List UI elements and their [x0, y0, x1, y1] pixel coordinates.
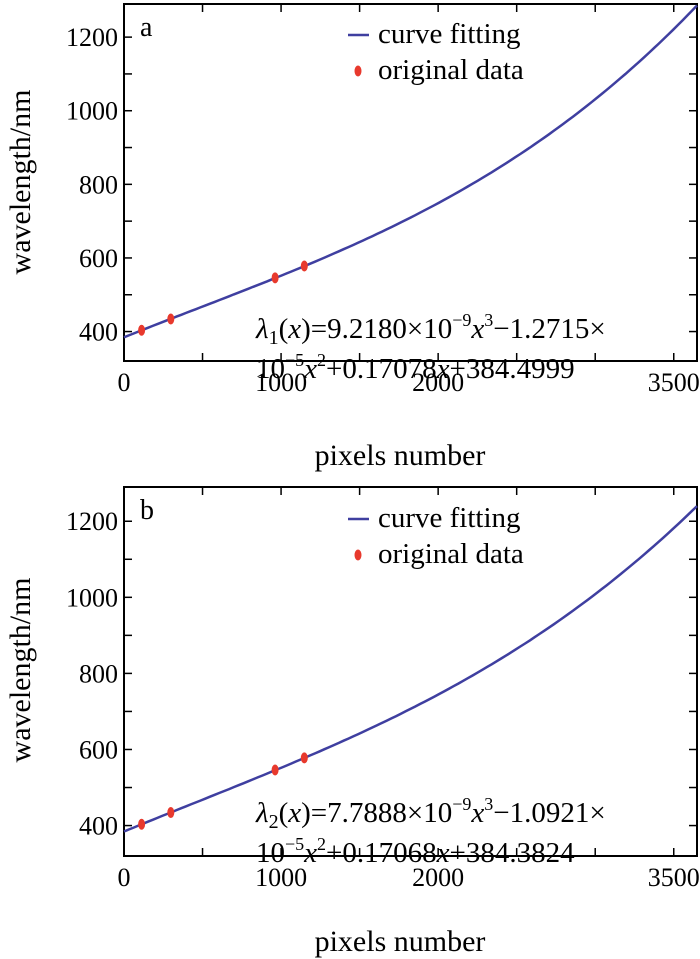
y-tick-group: 400 600 800 1000 1200: [66, 507, 697, 841]
data-point-original: [167, 807, 175, 819]
plot-frame: [123, 3, 698, 362]
x-tick-group: 0 1000 2000 3500: [118, 4, 700, 397]
y-tick-group: 400 600 800 1000 1200: [66, 23, 697, 347]
series-line-curve-fitting: [123, 4, 698, 339]
legend-point-swatch: [354, 65, 362, 77]
panel-label: b: [140, 495, 154, 526]
data-point-original: [271, 272, 279, 284]
legend-label-original-data: original data: [378, 54, 524, 86]
y-tick-label: 1200: [66, 23, 118, 52]
x-tick-label: 0: [118, 863, 131, 892]
fit-equation-line-2: 10−5x2+0.17078x+384.4999: [256, 350, 575, 385]
y-tick-label: 400: [79, 812, 118, 841]
plot-marks: [123, 505, 698, 833]
x-tick-label: 3500: [648, 863, 700, 892]
x-tick-label: 1000: [255, 368, 307, 397]
y-tick-label: 600: [79, 244, 118, 273]
data-point-original: [271, 764, 279, 776]
y-tick-label: 1000: [66, 97, 118, 126]
data-point-original: [300, 260, 308, 272]
legend: curve fitting original data: [348, 18, 524, 86]
fit-equation: λ1(x)=9.2180×10−9x3−1.2715× 10−5x2+0.170…: [255, 310, 606, 385]
x-axis-title: pixels number: [315, 439, 486, 472]
x-tick-label: 3500: [648, 368, 700, 397]
x-tick-group: 0 1000 2000 3500: [118, 487, 700, 892]
y-tick-label: 800: [79, 170, 118, 199]
x-tick-label: 1000: [255, 863, 307, 892]
x-tick-label: 2000: [412, 863, 464, 892]
y-tick-label: 600: [79, 735, 118, 764]
plot-marks: [123, 4, 698, 339]
legend: curve fitting original data: [348, 502, 524, 570]
legend-label-curve-fitting: curve fitting: [378, 18, 521, 50]
data-point-original: [138, 324, 146, 336]
panel-label: a: [140, 12, 153, 43]
fit-equation-line-1: λ2(x)=7.7888×10−9x3−1.0921×: [255, 794, 606, 833]
x-axis-title: pixels number: [315, 925, 486, 958]
y-tick-label: 800: [79, 659, 118, 688]
data-point-original: [138, 818, 146, 830]
y-tick-label: 400: [79, 318, 118, 347]
data-point-original: [300, 752, 308, 764]
x-tick-label: 0: [118, 368, 131, 397]
y-tick-label: 1000: [66, 583, 118, 612]
y-tick-label: 1200: [66, 507, 118, 536]
y-axis-title: wavelength/nm: [4, 90, 37, 275]
legend-label-original-data: original data: [378, 538, 524, 570]
fit-equation-line-1: λ1(x)=9.2180×10−9x3−1.2715×: [255, 310, 606, 349]
fit-equation: λ2(x)=7.7888×10−9x3−1.0921× 10−5x2+0.170…: [255, 794, 606, 869]
legend-label-curve-fitting: curve fitting: [378, 502, 521, 534]
legend-point-swatch: [354, 549, 362, 561]
series-line-curve-fitting: [123, 505, 698, 833]
fit-equation-line-2: 10−5x2+0.17068x+384.3824: [256, 834, 575, 869]
y-axis-title: wavelength/nm: [4, 578, 37, 763]
x-tick-label: 2000: [412, 368, 464, 397]
plot-frame: [123, 486, 698, 857]
data-point-original: [167, 313, 175, 325]
panel-a: 0 1000 2000 3500 400 600 800 1000 1200 a curve …: [4, 3, 700, 472]
panel-b: 0 1000 2000 3500 400 600 800 1000 1200 b curve …: [4, 486, 700, 958]
